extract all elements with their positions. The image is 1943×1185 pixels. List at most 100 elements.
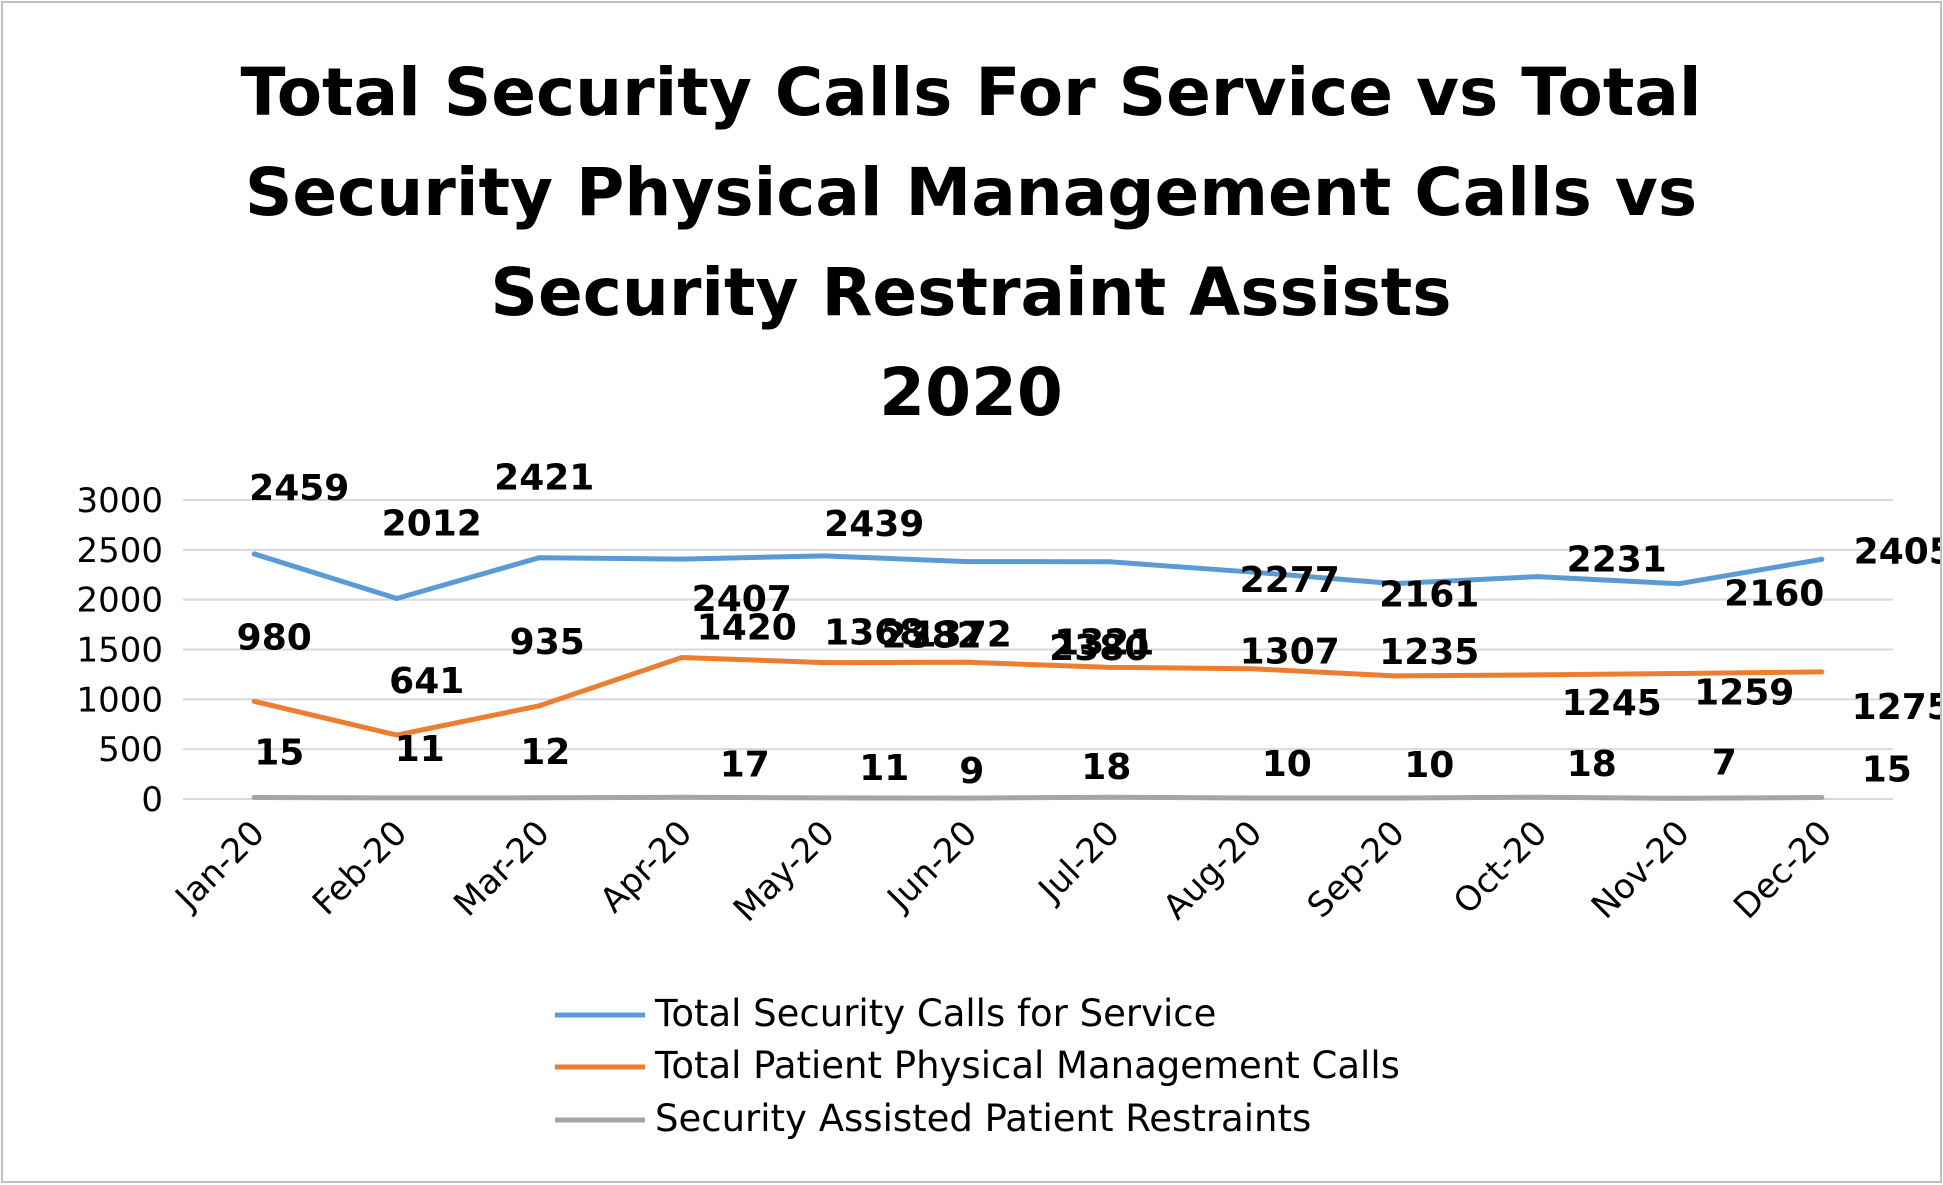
data-label: 9 [959,751,984,792]
data-point [536,703,542,709]
data-label: 1372 [912,614,1012,655]
data-point [1249,795,1255,801]
data-label: 2405 [1854,531,1940,572]
x-tick-label: Jun-20 [879,813,986,920]
data-point [821,660,827,666]
series-line-3 [251,794,1825,801]
data-point [394,595,400,601]
data-point [1819,669,1825,675]
legend-entry: Security Assisted Patient Restraints [655,1097,1311,1140]
x-tick-label: Jul-20 [1030,813,1128,911]
data-point [394,732,400,738]
data-point [964,659,970,665]
x-tick-label: Mar-20 [446,813,557,924]
chart-title-line-3: Security Restraint Assists [490,254,1451,331]
data-point [1391,795,1397,801]
x-tick-label: Feb-20 [305,813,415,923]
x-tick-label: Jan-20 [167,813,273,919]
data-point [1249,569,1255,575]
legend: Total Security Calls for Service Total Pa… [555,992,1400,1140]
series-line-2 [251,654,1825,738]
y-axis-ticks: 0 500 1000 1500 2000 2500 3000 [76,481,163,820]
data-label: 2459 [249,468,349,509]
x-tick-label: Nov-20 [1584,813,1698,927]
data-point [251,551,257,557]
data-point [679,794,685,800]
data-label: 2160 [1724,574,1824,615]
y-tick-label: 500 [98,730,163,770]
data-label: 1420 [697,607,797,648]
chart-title: Total Security Calls For Service vs Tota… [240,54,1701,431]
data-label: 2407 [692,579,792,620]
data-label: 1235 [1379,632,1479,673]
data-point [1534,672,1540,678]
x-tick-label: Apr-20 [593,813,701,921]
data-label: 12 [520,732,570,773]
data-label: 11 [395,729,445,770]
y-tick-label: 3000 [76,481,163,521]
data-label: 2277 [1240,560,1340,601]
data-label: 2161 [1379,575,1479,616]
data-label: 2382 [882,616,982,657]
y-tick-label: 2500 [76,531,163,571]
data-point [536,795,542,801]
data-point [1819,556,1825,562]
x-tick-label: Aug-20 [1156,813,1270,927]
data-point [1391,581,1397,587]
data-label: 2380 [1049,628,1149,669]
chart-title-line-4: 2020 [879,354,1063,431]
data-labels: 2459 2012 2421 2407 2439 2382 2380 2277 2161 2231… [237,458,1940,792]
data-point [1106,794,1112,800]
data-label: 11 [859,748,909,789]
data-label: 2421 [494,458,594,499]
data-point [964,795,970,801]
x-tick-label: Oct-20 [1446,813,1555,922]
data-label: 1307 [1240,632,1340,673]
x-axis-ticks: Jan-20 Feb-20 Mar-20 Apr-20 May-20 Jun-20 Jul-… [167,813,1841,930]
data-point [964,559,970,565]
data-point [1106,559,1112,565]
data-point [536,555,542,561]
data-point [251,795,257,801]
data-point [679,654,685,660]
x-tick-label: Sep-20 [1300,813,1413,926]
data-label: 1259 [1694,673,1794,714]
y-tick-label: 1000 [76,680,163,720]
x-tick-label: May-20 [726,813,843,930]
data-label: 15 [1862,750,1912,791]
data-point [394,795,400,801]
data-label: 1275 [1852,687,1940,728]
y-tick-label: 2000 [76,581,163,621]
series-lines [251,551,1825,801]
data-label: 641 [389,661,464,702]
data-label: 7 [1712,742,1737,783]
data-point [1676,581,1682,587]
data-label: 980 [237,617,312,658]
data-point [1534,574,1540,580]
legend-entry: Total Patient Physical Management Calls [654,1044,1400,1087]
data-label: 1245 [1562,683,1662,724]
data-label: 10 [1262,744,1312,785]
data-label: 15 [254,733,304,774]
data-point [1676,671,1682,677]
x-tick-label: Dec-20 [1726,813,1840,927]
data-label: 18 [1567,744,1617,785]
data-label: 10 [1404,745,1454,786]
data-label: 2439 [824,504,924,545]
legend-entry: Total Security Calls for Service [654,992,1216,1035]
data-point [1676,795,1682,801]
data-point [1534,794,1540,800]
chart-title-line-2: Security Physical Management Calls vs [245,154,1697,231]
data-label: 935 [510,622,585,663]
data-point [251,698,257,704]
data-label: 2231 [1567,540,1667,581]
gridlines [183,499,1893,800]
y-tick-label: 1500 [76,631,163,671]
data-label: 17 [720,744,770,785]
series-line-1 [251,551,1825,601]
data-point [1391,673,1397,679]
data-point [1106,664,1112,670]
data-point [679,556,685,562]
y-tick-label: 0 [141,780,163,820]
